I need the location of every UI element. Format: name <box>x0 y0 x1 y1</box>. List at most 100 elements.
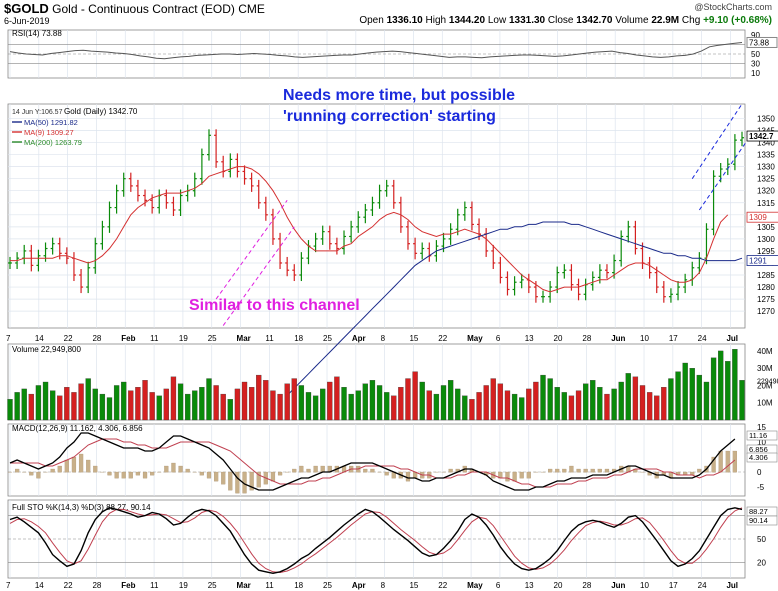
volume-bar <box>568 395 575 421</box>
macd-histogram-bar <box>569 465 574 473</box>
price-tag <box>746 211 778 223</box>
macd-histogram-bar <box>171 462 176 473</box>
volume-bar <box>625 373 631 421</box>
macd-tick-label: 15 <box>757 423 766 432</box>
rsi-tick-label: 30 <box>751 60 760 69</box>
macd-histogram-bar <box>277 471 283 476</box>
price-tag-label: 1291 <box>749 257 767 266</box>
volume-bar <box>135 387 141 421</box>
macd-histogram-bar <box>313 465 318 473</box>
volume-bar <box>476 392 482 421</box>
volume-bar <box>455 388 461 421</box>
sto-title: Full STO %K(14,3) %D(3) 88.27, 90.14 <box>12 503 151 512</box>
channel-line-upper-pink <box>215 200 288 300</box>
macd-histogram-bar <box>142 471 148 479</box>
chart-title: $GOLD Gold - Continuous Contract (EOD) C… <box>4 1 265 16</box>
volume-bar <box>113 385 120 421</box>
macd-signal-line <box>10 438 736 488</box>
volume-bar <box>128 390 134 421</box>
macd-histogram-bar <box>249 471 254 491</box>
sto-x-label: Jul <box>726 581 738 590</box>
open-value: 1336.10 <box>386 15 423 26</box>
macd-histogram-bar <box>604 468 610 473</box>
macd-value-label: 6.856 <box>749 445 768 454</box>
volume-bar <box>312 395 319 421</box>
instrument-name: Gold - Continuous Contract (EOD) <box>52 2 235 16</box>
price-title: Gold (Daily) 1342.70 <box>64 107 138 116</box>
price-x-label: 7 <box>6 334 11 343</box>
macd-histogram-bar <box>185 468 190 473</box>
price-x-label: 25 <box>208 334 217 343</box>
legend-entry: MA(9) 1309.27 <box>24 128 74 137</box>
volume-bar <box>305 392 312 421</box>
macd-histogram-bar <box>363 468 368 473</box>
macd-histogram-bar <box>555 468 560 473</box>
macd-histogram-bar <box>15 468 20 473</box>
macd-histogram-bar <box>93 465 98 473</box>
volume-bar <box>71 392 77 421</box>
macd-histogram-bar <box>370 468 375 473</box>
sto-x-label: 20 <box>554 581 563 590</box>
volume-bar <box>469 399 475 421</box>
volume-bar <box>234 388 241 421</box>
macd-histogram-bar <box>50 468 55 473</box>
sto-k-line <box>9 507 743 575</box>
close-value: 1342.70 <box>576 15 613 26</box>
macd-tick-label: -5 <box>757 483 765 492</box>
macd-histogram-bar <box>590 468 595 473</box>
sto-x-label: 14 <box>35 581 44 590</box>
price-x-label: 14 <box>35 334 44 343</box>
volume-bar <box>682 362 688 421</box>
volume-bar <box>106 397 113 421</box>
macd-histogram-bar <box>107 471 112 476</box>
volume-bar <box>227 399 233 421</box>
volume-bar <box>7 399 13 421</box>
sto-x-label: 15 <box>409 581 418 590</box>
rsi-tick-label: 90 <box>751 31 760 40</box>
price-tick-label: 1295 <box>757 247 775 256</box>
macd-histogram-bar <box>164 465 169 473</box>
macd-histogram-bar <box>448 468 453 473</box>
volume-bar <box>28 393 34 421</box>
volume-bar <box>718 350 724 421</box>
price-tick-label: 1315 <box>757 199 775 208</box>
sto-value-label: 88.27 <box>749 507 768 516</box>
volume-bar <box>710 357 717 421</box>
channel-line-lower-pink <box>222 226 295 326</box>
macd-histogram-bar <box>128 471 133 479</box>
price-tick-label: 1305 <box>757 223 775 232</box>
volume-bar <box>362 383 368 421</box>
volume-bar <box>526 388 532 421</box>
macd-histogram-bar <box>597 468 602 473</box>
macd-histogram-bar <box>583 468 588 473</box>
macd-histogram-bar <box>256 471 261 488</box>
volume-bar <box>668 378 674 421</box>
price-x-label: 20 <box>554 334 563 343</box>
volume-bar <box>149 392 155 421</box>
macd-histogram-bar <box>405 471 411 482</box>
crosshair-label: 14 Jun Y:106.57 <box>12 109 63 116</box>
macd-tick-label: 0 <box>757 468 762 477</box>
volume-bar <box>504 390 511 421</box>
volume-bar <box>412 371 418 421</box>
rsi-line <box>9 42 743 60</box>
price-tick-label: 1280 <box>757 283 775 292</box>
macd-histogram-bar <box>64 459 69 473</box>
symbol: $GOLD <box>4 1 49 16</box>
volume-bar <box>369 380 376 421</box>
price-x-label: 11 <box>265 334 274 343</box>
price-x-label: 25 <box>323 334 332 343</box>
volume-bar <box>142 380 148 421</box>
change-value: +9.10 (+0.68%) <box>703 15 772 26</box>
volume-tick-label: 30M <box>757 364 773 373</box>
macd-histogram-bar <box>178 465 183 473</box>
volume-tick-label: 20M <box>757 381 773 390</box>
price-tag-label: 1309 <box>749 213 767 222</box>
volume-bar <box>689 368 695 421</box>
macd-histogram-bar <box>36 471 41 479</box>
volume-bar <box>661 387 667 421</box>
macd-histogram-bar <box>235 471 240 494</box>
legend-entry: MA(200) 1263.79 <box>24 138 82 147</box>
rsi-value-label: 73.88 <box>749 38 770 47</box>
volume-bar <box>696 374 703 421</box>
